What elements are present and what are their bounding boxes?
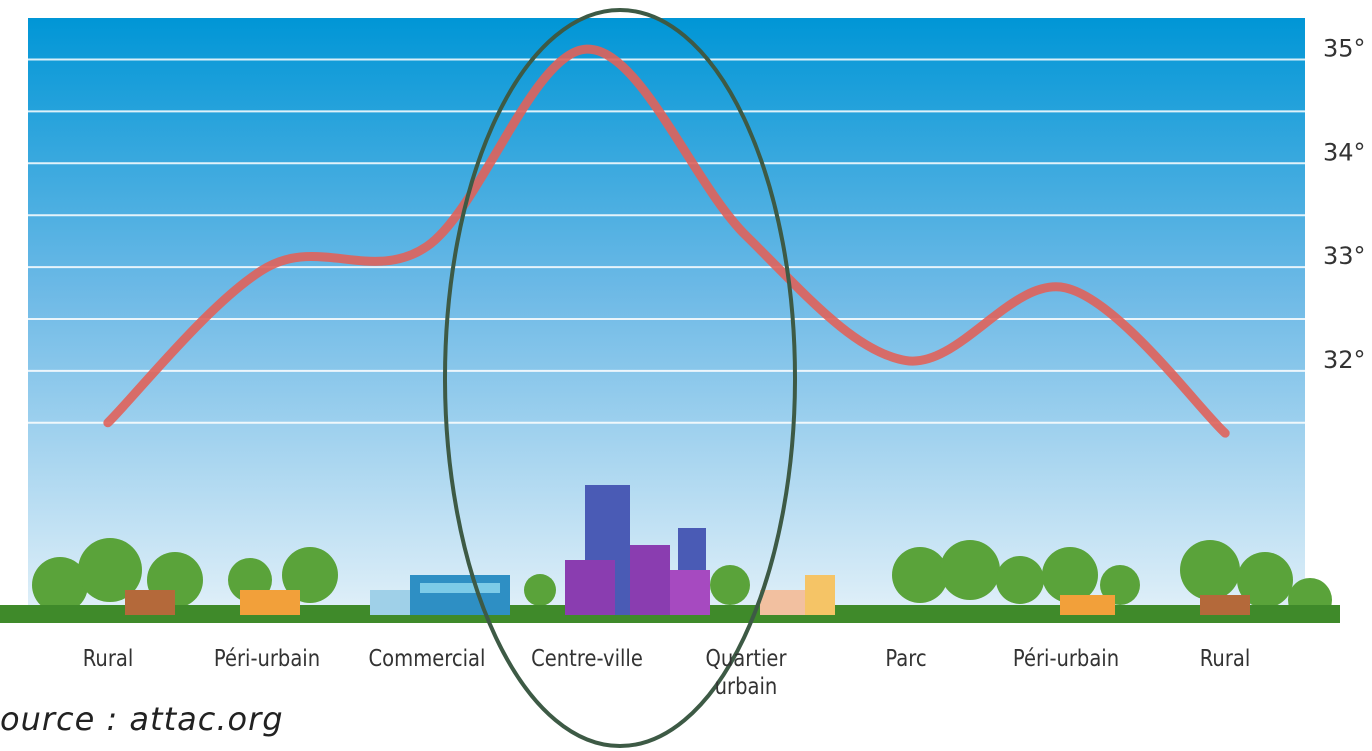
x-tick-label: Parc [846, 645, 965, 673]
x-tick-label: Centre-ville [527, 645, 646, 673]
x-tick-label: Péri-urbain [1006, 645, 1125, 673]
y-tick-label: 34° [1323, 138, 1366, 166]
y-tick-label: 33° [1323, 242, 1366, 270]
x-tick-label: Rural [48, 645, 167, 673]
y-tick-label: 35° [1323, 35, 1366, 63]
chart: 32° 33° 34° 35° [0, 0, 1372, 751]
x-tick-label: Rural [1166, 645, 1285, 673]
x-tick-label: Commercial [368, 645, 487, 673]
y-tick-label: 32° [1323, 346, 1366, 374]
x-tick-label: Quartier urbain [687, 645, 806, 701]
page: {"chart_data":{"type":"line", "categorie… [0, 0, 1372, 751]
x-tick-label: Péri-urbain [208, 645, 327, 673]
source: ource : attac.org [0, 700, 284, 738]
